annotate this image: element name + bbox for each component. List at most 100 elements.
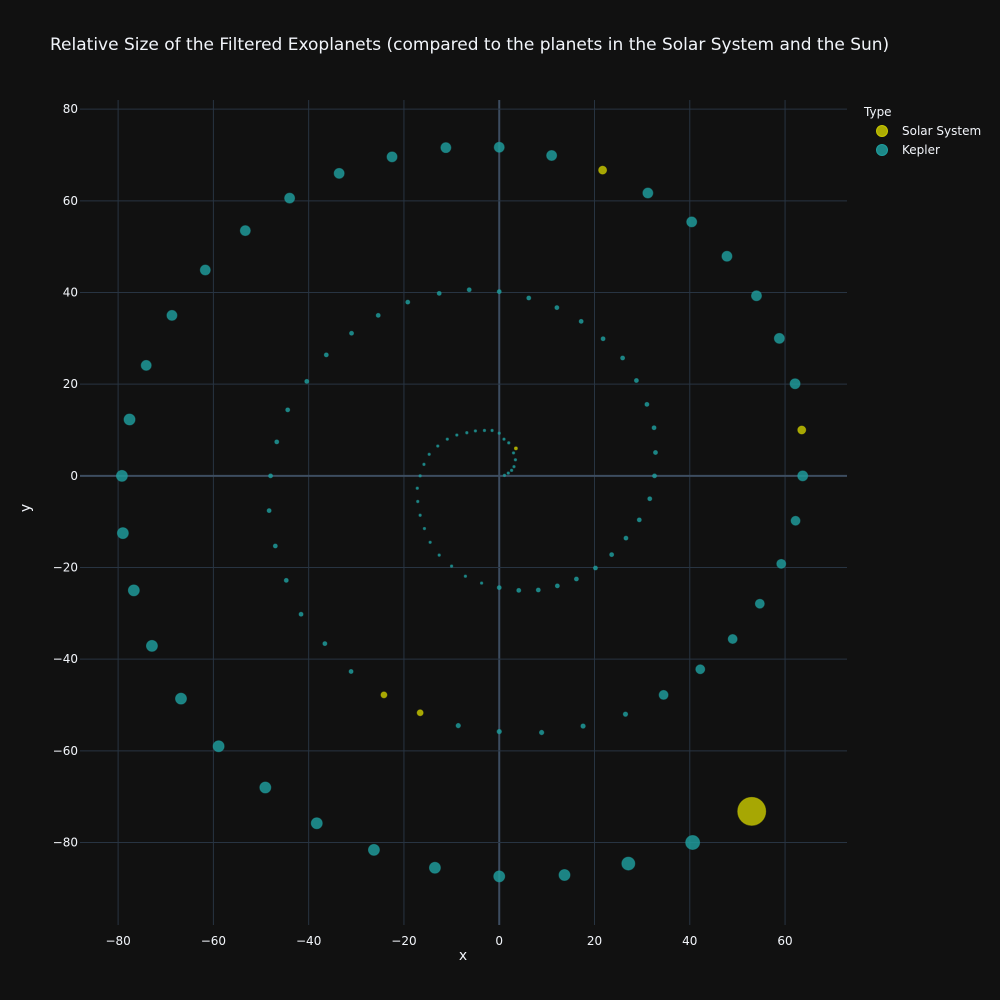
point-kepler[interactable] xyxy=(600,336,606,342)
point-kepler[interactable] xyxy=(636,517,642,523)
point-kepler[interactable] xyxy=(578,318,584,324)
point-kepler[interactable] xyxy=(323,352,329,358)
point-kepler[interactable] xyxy=(123,413,136,426)
point-kepler[interactable] xyxy=(466,287,472,293)
point-kepler[interactable] xyxy=(620,355,626,361)
point-solar-system[interactable] xyxy=(598,165,608,175)
point-kepler[interactable] xyxy=(266,508,272,514)
point-kepler[interactable] xyxy=(349,330,355,336)
point-kepler[interactable] xyxy=(622,711,629,717)
point-kepler[interactable] xyxy=(367,843,380,856)
point-kepler[interactable] xyxy=(285,407,291,413)
point-kepler[interactable] xyxy=(652,473,658,479)
point-kepler[interactable] xyxy=(789,378,801,390)
point-kepler[interactable] xyxy=(502,437,506,441)
point-kepler[interactable] xyxy=(497,431,501,435)
point-kepler[interactable] xyxy=(727,634,738,644)
point-kepler[interactable] xyxy=(623,535,629,541)
point-kepler[interactable] xyxy=(348,669,354,675)
point-kepler[interactable] xyxy=(554,583,560,589)
point-kepler[interactable] xyxy=(436,444,440,448)
point-kepler[interactable] xyxy=(465,431,469,435)
point-kepler[interactable] xyxy=(212,740,225,753)
point-kepler[interactable] xyxy=(437,553,441,557)
point-kepler[interactable] xyxy=(609,552,615,558)
point-kepler[interactable] xyxy=(479,581,484,585)
point-kepler[interactable] xyxy=(428,861,441,874)
point-kepler[interactable] xyxy=(512,464,516,469)
point-kepler[interactable] xyxy=(304,378,310,384)
point-kepler[interactable] xyxy=(428,540,432,544)
point-kepler[interactable] xyxy=(516,587,522,593)
point-kepler[interactable] xyxy=(268,473,274,479)
point-kepler[interactable] xyxy=(754,598,765,609)
point-kepler[interactable] xyxy=(490,428,494,433)
point-kepler[interactable] xyxy=(507,441,511,445)
point-kepler[interactable] xyxy=(449,564,454,568)
point-kepler[interactable] xyxy=(642,187,654,199)
point-kepler[interactable] xyxy=(310,817,323,830)
point-kepler[interactable] xyxy=(239,225,251,237)
legend-item-solar-system[interactable]: Solar System xyxy=(876,124,982,138)
point-kepler[interactable] xyxy=(274,439,280,445)
point-kepler[interactable] xyxy=(422,462,426,467)
point-solar-system[interactable] xyxy=(513,446,518,451)
point-kepler[interactable] xyxy=(405,299,411,305)
point-kepler[interactable] xyxy=(535,587,541,593)
point-solar-system[interactable] xyxy=(416,709,424,717)
point-kepler[interactable] xyxy=(333,167,345,179)
point-kepler[interactable] xyxy=(115,469,128,482)
point-solar-system[interactable] xyxy=(797,425,807,435)
point-kepler[interactable] xyxy=(502,473,507,478)
point-kepler[interactable] xyxy=(199,264,211,276)
point-kepler[interactable] xyxy=(511,451,516,455)
point-kepler[interactable] xyxy=(658,689,669,700)
point-kepler[interactable] xyxy=(259,781,272,794)
point-kepler[interactable] xyxy=(496,728,502,735)
point-kepler[interactable] xyxy=(554,305,560,311)
point-kepler[interactable] xyxy=(473,429,478,433)
point-kepler[interactable] xyxy=(526,295,532,301)
point-kepler[interactable] xyxy=(298,611,304,617)
point-solar-system[interactable] xyxy=(380,691,388,699)
point-kepler[interactable] xyxy=(415,486,419,490)
point-kepler[interactable] xyxy=(455,433,459,437)
point-kepler[interactable] xyxy=(418,474,422,478)
point-kepler[interactable] xyxy=(651,425,657,431)
point-kepler[interactable] xyxy=(621,856,636,871)
point-kepler[interactable] xyxy=(322,641,328,647)
point-kepler[interactable] xyxy=(750,290,762,302)
point-kepler[interactable] xyxy=(558,869,571,882)
point-kepler[interactable] xyxy=(166,309,178,321)
point-solar-system[interactable] xyxy=(737,796,767,826)
point-kepler[interactable] xyxy=(272,543,278,549)
point-kepler[interactable] xyxy=(509,468,514,473)
point-kepler[interactable] xyxy=(496,289,502,295)
point-kepler[interactable] xyxy=(482,428,487,433)
point-kepler[interactable] xyxy=(427,452,431,456)
point-kepler[interactable] xyxy=(685,835,701,850)
point-kepler[interactable] xyxy=(418,513,422,517)
point-kepler[interactable] xyxy=(592,565,598,571)
point-kepler[interactable] xyxy=(145,639,158,652)
point-kepler[interactable] xyxy=(455,722,461,729)
point-kepler[interactable] xyxy=(633,378,639,383)
point-kepler[interactable] xyxy=(538,729,545,736)
point-kepler[interactable] xyxy=(493,141,505,153)
point-kepler[interactable] xyxy=(695,664,706,675)
point-kepler[interactable] xyxy=(284,192,296,204)
point-kepler[interactable] xyxy=(440,142,452,154)
point-kepler[interactable] xyxy=(174,692,187,705)
point-kepler[interactable] xyxy=(776,558,787,569)
point-kepler[interactable] xyxy=(116,527,129,540)
point-kepler[interactable] xyxy=(283,577,289,583)
point-kepler[interactable] xyxy=(647,496,653,502)
legend-item-kepler[interactable]: Kepler xyxy=(876,143,940,157)
point-kepler[interactable] xyxy=(140,359,152,371)
point-kepler[interactable] xyxy=(797,470,809,482)
point-kepler[interactable] xyxy=(773,332,785,344)
point-kepler[interactable] xyxy=(573,576,579,582)
point-kepler[interactable] xyxy=(546,149,558,161)
point-kepler[interactable] xyxy=(422,526,427,531)
point-kepler[interactable] xyxy=(463,574,468,578)
